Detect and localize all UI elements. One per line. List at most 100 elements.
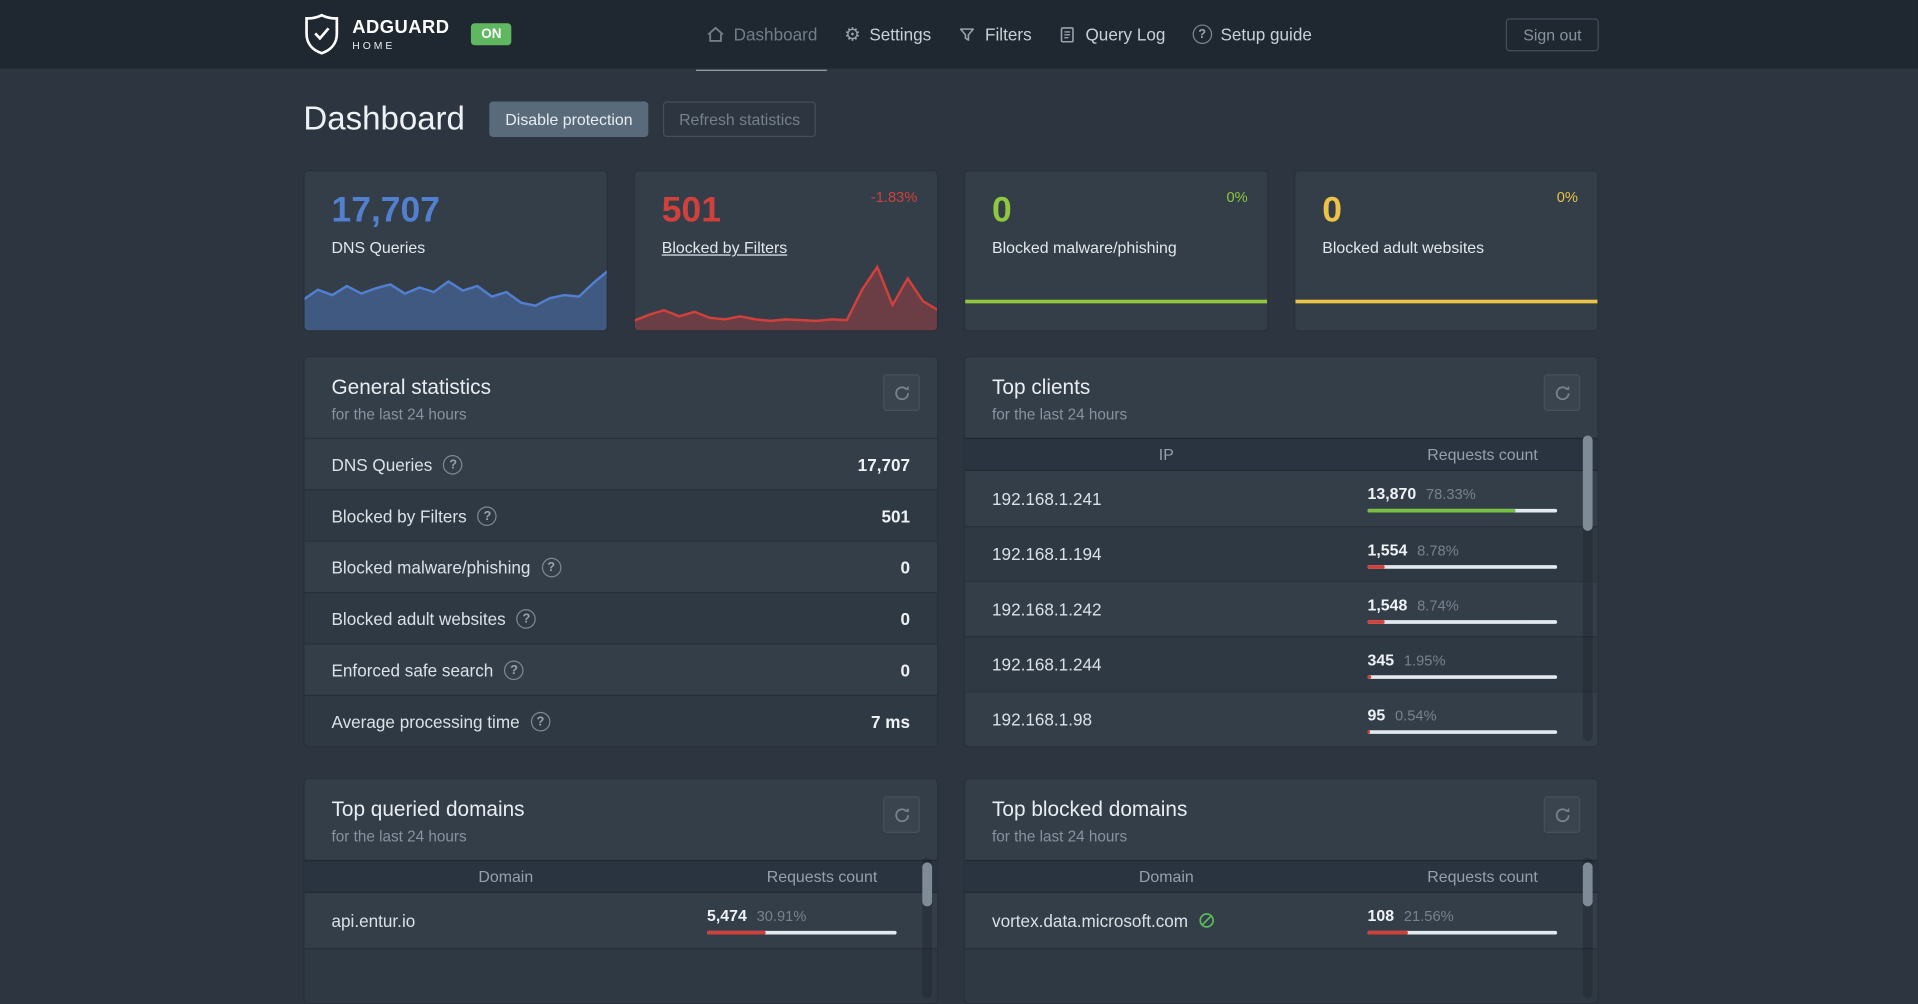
nav-item-dashboard[interactable]: Dashboard (695, 0, 827, 71)
column-header-ip[interactable]: IP (1158, 445, 1174, 464)
progress-bar (1367, 619, 1558, 624)
home-icon (705, 24, 725, 44)
column-header-requests[interactable]: Requests count (766, 867, 878, 886)
stat-trend: 0% (1556, 188, 1578, 206)
request-count: 345 (1367, 650, 1395, 669)
nav-item-settings[interactable]: ⚙ Settings (844, 0, 931, 68)
gear-icon: ⚙ (844, 23, 861, 45)
top-navbar: ADGUARD HOME ON Dashboard ⚙ Settings (0, 0, 1918, 71)
refresh-button[interactable] (883, 796, 920, 833)
help-circle-icon: ? (1192, 24, 1212, 45)
requests-cell: 1,554 8.78% (1367, 540, 1598, 569)
table-row-partial (965, 947, 1598, 1004)
client-ip: 192.168.1.244 (992, 654, 1102, 674)
help-icon[interactable]: ? (516, 608, 537, 629)
requests-cell: 95 0.54% (1367, 705, 1598, 734)
help-icon[interactable]: ? (504, 659, 524, 680)
dns-queries-sparkline (304, 256, 607, 331)
scrollbar-track[interactable] (922, 857, 933, 999)
table-row: vortex.data.microsoft.com 108 21.56% (965, 893, 1597, 948)
refresh-statistics-button[interactable]: Refresh statistics (663, 101, 817, 137)
stat-row-label: Blocked by Filters (331, 505, 467, 526)
stat-row: Average processing time? 7 ms (304, 694, 937, 747)
stat-row: Blocked malware/phishing? 0 (304, 540, 937, 592)
nav-label: Query Log (1085, 24, 1166, 45)
refresh-button[interactable] (883, 374, 920, 411)
nav-item-query-log[interactable]: Query Log (1059, 0, 1166, 68)
column-header-domain[interactable]: Domain (1138, 867, 1194, 886)
stat-row-value: 17,707 (857, 454, 911, 474)
table-row: 192.168.1.244 345 1.95% (965, 636, 1598, 692)
stat-label: Blocked adult websites (1322, 238, 1485, 257)
client-ip: 192.168.1.242 (992, 599, 1102, 619)
refresh-icon (892, 383, 910, 401)
tracker-icon[interactable] (1198, 911, 1216, 929)
stat-trend: -1.83% (870, 188, 918, 206)
top-queried-table: api.entur.io 5,474 30.91% (304, 893, 937, 1004)
stat-row-value: 501 (881, 505, 911, 526)
panel-title: Top clients (992, 375, 1091, 399)
scrollbar-thumb[interactable] (922, 862, 933, 907)
stat-card-blocked-filters: 501 Blocked by Filters -1.83% (633, 170, 939, 332)
top-clients-panel: Top clients for the last 24 hours IP Req… (963, 355, 1599, 748)
scrollbar-track[interactable] (1582, 857, 1593, 999)
column-header-requests[interactable]: Requests count (1427, 445, 1538, 464)
request-count: 5,474 (707, 906, 747, 925)
stat-row-value: 0 (900, 659, 911, 680)
table-row-partial (304, 947, 937, 1004)
blocked-by-filters-link[interactable]: Blocked by Filters (661, 238, 788, 257)
stat-card-dns-queries: 17,707 DNS Queries (303, 170, 608, 332)
main-nav: Dashboard ⚙ Settings Filters Query L (695, 0, 1312, 71)
help-icon[interactable]: ? (477, 505, 498, 526)
progress-bar (707, 930, 897, 935)
stat-row-label: DNS Queries (331, 454, 433, 474)
client-ip: 192.168.1.98 (992, 709, 1093, 730)
request-count: 13,870 (1367, 484, 1417, 503)
log-book-icon (1059, 25, 1077, 43)
top-clients-table: 192.168.1.241 13,870 78.33% 192.168.1.19… (965, 471, 1598, 746)
request-percent: 1.95% (1403, 651, 1446, 669)
disable-protection-button[interactable]: Disable protection (489, 101, 649, 137)
help-icon[interactable]: ? (530, 711, 551, 731)
column-header-requests[interactable]: Requests count (1427, 867, 1538, 886)
page-title: Dashboard (303, 100, 465, 137)
scrollbar-thumb[interactable] (1582, 435, 1593, 531)
request-count: 108 (1367, 906, 1395, 925)
top-blocked-table: vortex.data.microsoft.com 108 21.56% (965, 893, 1598, 1004)
help-icon[interactable]: ? (541, 557, 562, 577)
table-row: 192.168.1.98 95 0.54% (965, 691, 1598, 746)
domain-name: vortex.data.microsoft.com (992, 910, 1189, 931)
progress-bar (1367, 729, 1558, 734)
nav-label: Dashboard (733, 24, 818, 45)
stat-label: Blocked malware/phishing (992, 238, 1177, 257)
refresh-button[interactable] (1543, 374, 1581, 411)
blocked-filters-sparkline (634, 256, 937, 331)
stat-row-label: Blocked malware/phishing (331, 557, 531, 577)
help-icon[interactable]: ? (443, 454, 463, 474)
client-ip: 192.168.1.241 (992, 488, 1102, 509)
stat-row: Enforced safe search? 0 (304, 643, 937, 694)
refresh-icon (892, 805, 910, 823)
progress-bar (1367, 674, 1558, 679)
refresh-button[interactable] (1543, 796, 1581, 833)
nav-label: Filters (985, 24, 1032, 45)
protection-status-badge[interactable]: ON (471, 23, 512, 46)
column-header-domain[interactable]: Domain (478, 867, 534, 886)
nav-item-filters[interactable]: Filters (958, 0, 1032, 68)
refresh-icon (1553, 383, 1571, 401)
panel-title: General statistics (331, 375, 491, 399)
panel-subtitle: for the last 24 hours (992, 828, 1128, 846)
stat-card-blocked-adult: 0 Blocked adult websites 0% (1294, 170, 1599, 332)
top-queried-domains-panel: Top queried domains for the last 24 hour… (303, 777, 939, 1004)
sign-out-button[interactable]: Sign out (1506, 17, 1599, 51)
stat-row: Blocked adult websites? 0 (304, 592, 937, 644)
nav-item-setup-guide[interactable]: ? Setup guide (1192, 0, 1312, 68)
stat-value: 17,707 (331, 190, 440, 230)
panel-title: Top queried domains (331, 797, 525, 821)
stat-value: 0 (992, 190, 1012, 230)
adguard-home-logo[interactable]: ADGUARD HOME ON (303, 13, 512, 55)
progress-bar (1367, 930, 1558, 935)
flat-trend-line (1295, 299, 1598, 304)
scrollbar-thumb[interactable] (1582, 862, 1593, 907)
scrollbar-track[interactable] (1582, 435, 1593, 742)
